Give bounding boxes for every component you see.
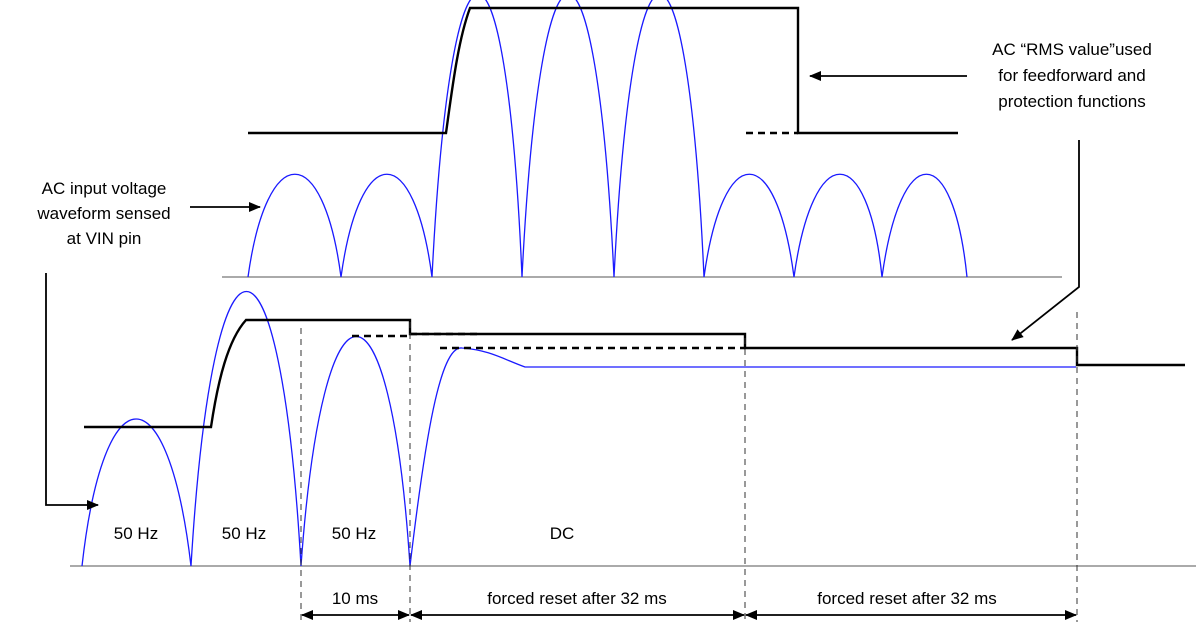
- interval-label-reset-1: forced reset after 32 ms: [487, 589, 667, 608]
- rms-label-line-1: AC “RMS value”used: [992, 40, 1152, 59]
- segment-label-4: DC: [550, 524, 575, 543]
- rms-label-line-2: for feedforward and: [998, 66, 1145, 85]
- bottom-waveform-dc: [409, 347, 1076, 567]
- top-rms-envelope: [248, 6, 958, 135]
- interval-label-10ms: 10 ms: [332, 589, 378, 608]
- input-label-line-1: AC input voltage: [42, 179, 167, 198]
- rms-label-line-3: protection functions: [998, 92, 1145, 111]
- segment-label-3: 50 Hz: [332, 524, 376, 543]
- interval-label-reset-2: forced reset after 32 ms: [817, 589, 997, 608]
- top-waveform: [247, 0, 968, 278]
- segment-label-1: 50 Hz: [114, 524, 158, 543]
- input-label-line-2: waveform sensed: [36, 204, 170, 223]
- rms-pointer-arrow-bottom: [1011, 140, 1080, 341]
- segment-label-2: 50 Hz: [222, 524, 266, 543]
- bottom-rms-envelope: [84, 318, 1185, 429]
- input-pointer-arrow-bottom: [45, 273, 99, 510]
- input-label-line-3: at VIN pin: [67, 229, 142, 248]
